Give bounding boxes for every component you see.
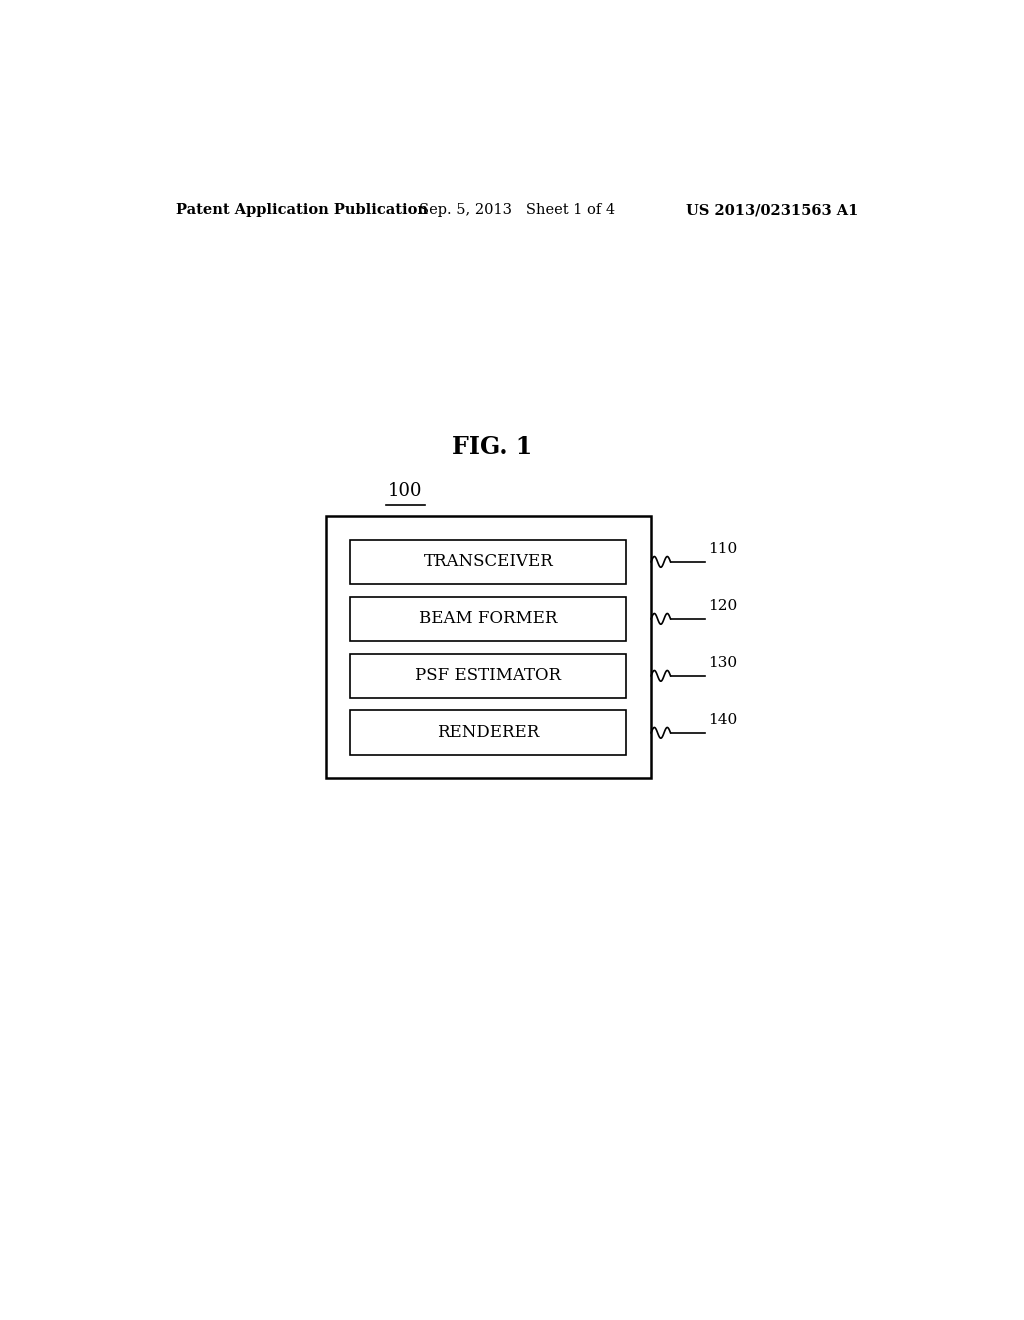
Text: 100: 100: [388, 482, 422, 500]
Text: Patent Application Publication: Patent Application Publication: [176, 203, 428, 218]
Text: FIG. 1: FIG. 1: [453, 434, 532, 459]
Text: US 2013/0231563 A1: US 2013/0231563 A1: [686, 203, 858, 218]
Text: 110: 110: [709, 543, 737, 557]
Text: 140: 140: [709, 713, 737, 727]
Text: TRANSCEIVER: TRANSCEIVER: [424, 553, 553, 570]
Text: BEAM FORMER: BEAM FORMER: [419, 610, 557, 627]
Bar: [350, 540, 627, 585]
Text: PSF ESTIMATOR: PSF ESTIMATOR: [416, 668, 561, 684]
Bar: [350, 710, 627, 755]
Text: Sep. 5, 2013   Sheet 1 of 4: Sep. 5, 2013 Sheet 1 of 4: [419, 203, 614, 218]
Text: 120: 120: [709, 599, 737, 614]
Text: 130: 130: [709, 656, 737, 671]
Bar: [350, 597, 627, 642]
Text: RENDERER: RENDERER: [437, 725, 540, 742]
Bar: [326, 516, 651, 779]
Bar: [350, 653, 627, 698]
